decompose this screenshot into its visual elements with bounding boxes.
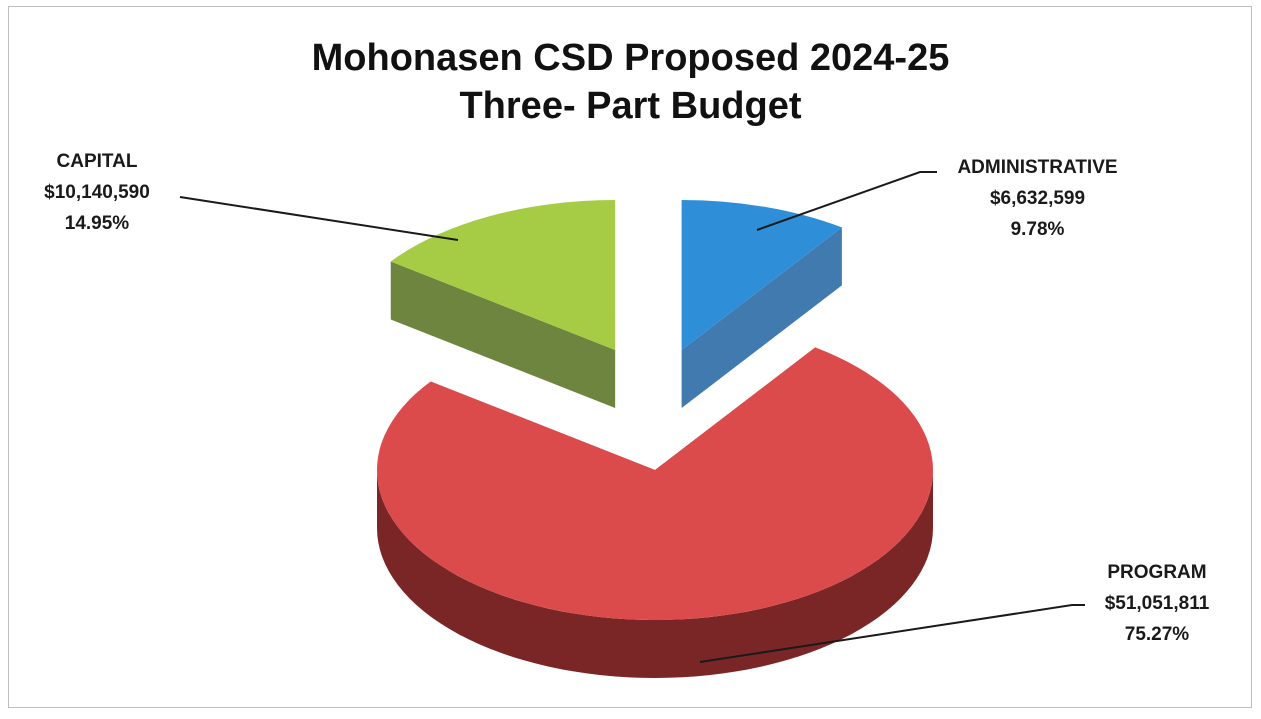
pie-side-program [377, 470, 933, 678]
pie-wall-capital-0 [390, 261, 616, 408]
leader-line-capital [179, 196, 459, 241]
chart-title-line2: Three- Part Budget [459, 85, 802, 127]
data-label-program: PROGRAM $51,051,811 75.27% [1082, 557, 1232, 650]
leader-line-administrative [756, 171, 937, 231]
data-label-administrative: ADMINISTRATIVE $6,632,599 9.78% [930, 152, 1145, 245]
data-label-capital: CAPITAL $10,140,590 14.95% [12, 146, 182, 239]
pie-wall-administrative-1 [681, 227, 842, 408]
chart-title: Mohonasen CSD Proposed 2024-25 Three- Pa… [0, 34, 1261, 130]
pie-slice-program [376, 347, 933, 620]
data-label-program-pct: 75.27% [1124, 624, 1190, 645]
data-label-administrative-amount: $6,632,599 [989, 188, 1086, 209]
data-label-administrative-name: ADMINISTRATIVE [957, 157, 1118, 178]
data-label-capital-pct: 14.95% [64, 213, 130, 234]
data-label-administrative-pct: 9.78% [1010, 219, 1065, 240]
data-label-capital-name: CAPITAL [56, 151, 138, 172]
leader-line-program [699, 604, 1085, 663]
data-label-capital-amount: $10,140,590 [44, 182, 150, 203]
data-label-program-amount: $51,051,811 [1104, 593, 1210, 614]
pie-slice-administrative [681, 200, 842, 350]
data-label-program-name: PROGRAM [1107, 562, 1207, 583]
chart-title-line1: Mohonasen CSD Proposed 2024-25 [311, 37, 950, 79]
